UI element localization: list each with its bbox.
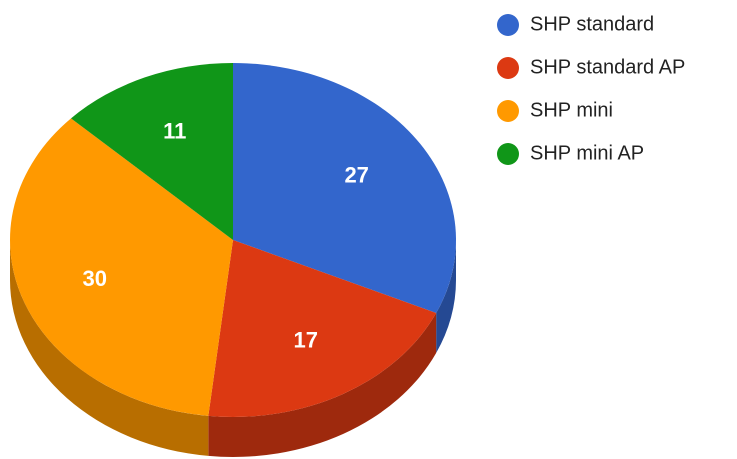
legend-label: SHP mini (530, 99, 613, 121)
legend-swatch (497, 143, 519, 165)
legend-label: SHP standard (530, 13, 654, 35)
data-label: 17 (294, 327, 318, 352)
legend-swatch (497, 14, 519, 36)
slice-side (208, 312, 437, 457)
slice (10, 118, 233, 416)
legend-label: SHP mini AP (530, 142, 644, 164)
data-label: 27 (344, 162, 368, 187)
legend-swatch (497, 100, 519, 122)
data-label: 11 (163, 119, 186, 144)
slice-side (10, 240, 209, 456)
slice (233, 63, 456, 313)
legend-swatch (497, 57, 519, 79)
slice (71, 63, 233, 240)
slice (208, 240, 437, 417)
legend-label: SHP standard AP (530, 56, 685, 78)
data-label: 30 (83, 266, 107, 291)
slice-side (436, 240, 456, 353)
